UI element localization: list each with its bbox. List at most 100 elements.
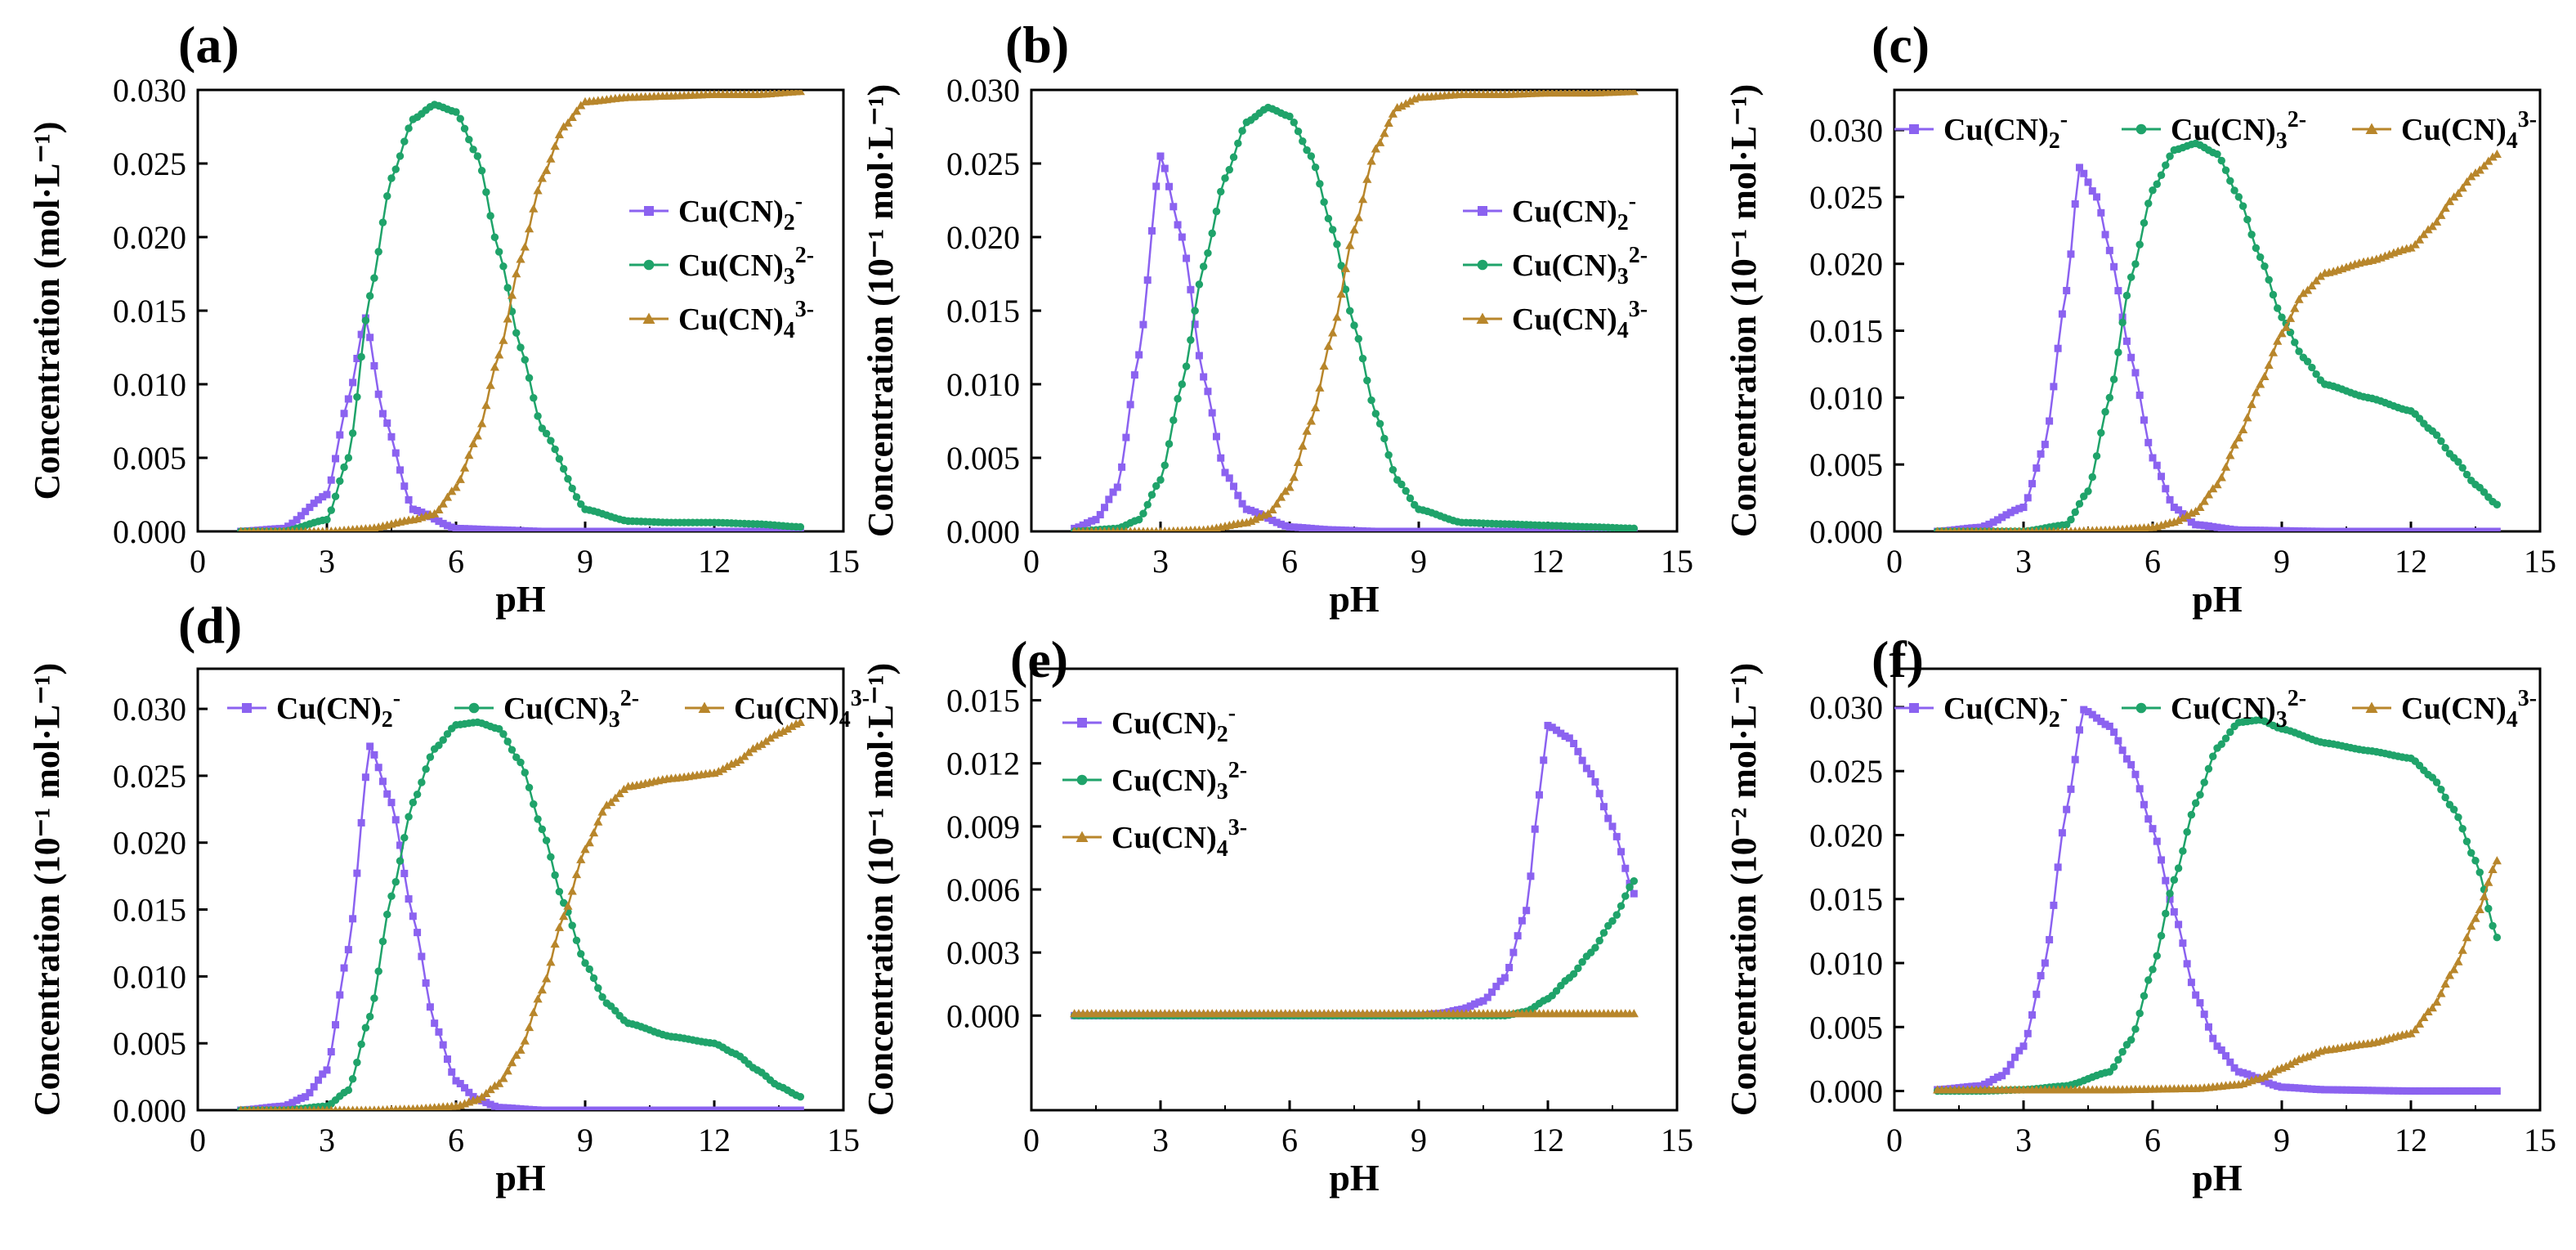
data-point-circle: [1187, 336, 1195, 344]
data-point-square: [2433, 527, 2441, 531]
data-point-square: [689, 1106, 697, 1110]
data-point-circle: [1621, 892, 1630, 900]
data-point-triangle: [537, 985, 547, 994]
data-point-triangle: [2453, 188, 2463, 197]
data-point-circle: [1217, 187, 1225, 196]
data-point-triangle: [503, 314, 512, 323]
data-point-square: [2424, 527, 2432, 531]
y-tick-label: 0.000: [113, 1092, 186, 1129]
data-point-square: [1122, 433, 1130, 441]
data-point-triangle: [1315, 383, 1325, 392]
data-point-circle: [2191, 799, 2200, 808]
data-point-triangle: [2243, 413, 2252, 422]
data-point-square: [2127, 353, 2135, 361]
data-point-triangle: [2492, 149, 2502, 159]
data-point-square: [512, 1104, 521, 1110]
data-point-square: [2416, 1087, 2424, 1095]
data-point-circle: [1595, 936, 1603, 945]
data-point-square: [2105, 722, 2113, 730]
data-point-square: [1548, 724, 1556, 732]
data-point-circle: [1389, 465, 1398, 474]
data-point-square: [2247, 1072, 2256, 1080]
data-point-square: [1208, 409, 1216, 417]
data-point-triangle: [242, 526, 248, 531]
y-tick-label: 0.020: [1809, 817, 1883, 853]
data-point-circle: [336, 477, 344, 486]
x-axis-label: pH: [1329, 1157, 1380, 1198]
data-point-triangle: [1965, 526, 1970, 531]
data-point-circle: [2127, 1036, 2135, 1044]
data-point-square: [1217, 454, 1225, 462]
data-point-triangle: [264, 1105, 270, 1110]
data-point-triangle: [571, 870, 582, 879]
data-point-triangle: [1272, 499, 1281, 508]
data-point-square: [551, 527, 559, 531]
data-point-square: [689, 527, 697, 531]
data-point-square: [731, 527, 740, 531]
data-point-square: [310, 500, 318, 508]
data-point-circle: [426, 753, 435, 761]
data-point-circle: [568, 484, 576, 493]
data-point-triangle: [1991, 526, 1997, 531]
data-point-triangle: [315, 526, 321, 531]
data-point-square: [2467, 527, 2475, 531]
data-point-square: [374, 390, 382, 398]
data-point-triangle: [400, 1104, 408, 1110]
data-point-square: [2239, 1069, 2247, 1077]
data-point-triangle: [1157, 526, 1164, 531]
data-point-square: [633, 527, 641, 531]
data-point-triangle: [2051, 526, 2056, 531]
data-point-triangle: [2436, 210, 2446, 219]
data-point-triangle: [1145, 526, 1151, 531]
data-point-square: [2135, 391, 2144, 399]
data-point-triangle: [1956, 526, 1962, 531]
data-point-triangle: [1183, 526, 1190, 531]
data-point-square: [619, 527, 628, 531]
data-point-square: [2274, 1082, 2282, 1091]
data-point-circle: [503, 284, 512, 292]
x-tick-label: 12: [698, 543, 731, 580]
data-point-square: [2015, 1046, 2024, 1055]
data-point-square: [400, 482, 409, 491]
data-point-square: [1612, 832, 1621, 840]
data-point-circle: [344, 454, 353, 462]
data-point-square: [2101, 720, 2109, 728]
data-point-square: [2114, 287, 2122, 295]
x-tick-label: 15: [827, 1122, 860, 1158]
data-point-square: [775, 527, 783, 531]
data-point-square: [2097, 717, 2105, 725]
data-point-triangle: [1939, 526, 1945, 531]
data-point-triangle: [512, 269, 521, 278]
data-point-circle: [2157, 931, 2166, 940]
data-point-square: [1599, 803, 1608, 811]
data-point-square: [714, 1106, 722, 1110]
data-point-square: [1518, 916, 1526, 925]
data-point-circle: [2230, 186, 2238, 195]
data-point-square: [1608, 822, 1617, 831]
data-point-square: [1096, 511, 1104, 519]
data-point-circle: [374, 248, 382, 256]
data-point-triangle: [1076, 526, 1082, 531]
data-point-triangle: [396, 1104, 404, 1110]
data-point-square: [495, 1104, 503, 1110]
data-point-square: [1101, 504, 1109, 512]
data-point-triangle: [337, 526, 343, 531]
data-point-square: [564, 527, 572, 531]
legend-marker-circle: [2135, 702, 2147, 714]
data-point-circle: [2454, 458, 2462, 466]
data-point-triangle: [2457, 183, 2467, 192]
x-tick-label: 6: [2144, 543, 2161, 580]
data-point-square: [2445, 1087, 2453, 1095]
data-point-triangle: [1982, 526, 1988, 531]
data-point-square: [672, 527, 680, 531]
data-point-square: [2471, 527, 2480, 531]
data-point-circle: [2179, 847, 2187, 855]
data-point-triangle: [2072, 526, 2078, 531]
data-point-triangle: [533, 186, 543, 195]
data-point-square: [340, 964, 348, 972]
data-point-circle: [1363, 376, 1371, 385]
data-point-triangle: [1162, 526, 1168, 531]
data-point-square: [1587, 770, 1595, 778]
data-point-square: [684, 527, 692, 531]
data-point-triangle: [2406, 243, 2416, 252]
